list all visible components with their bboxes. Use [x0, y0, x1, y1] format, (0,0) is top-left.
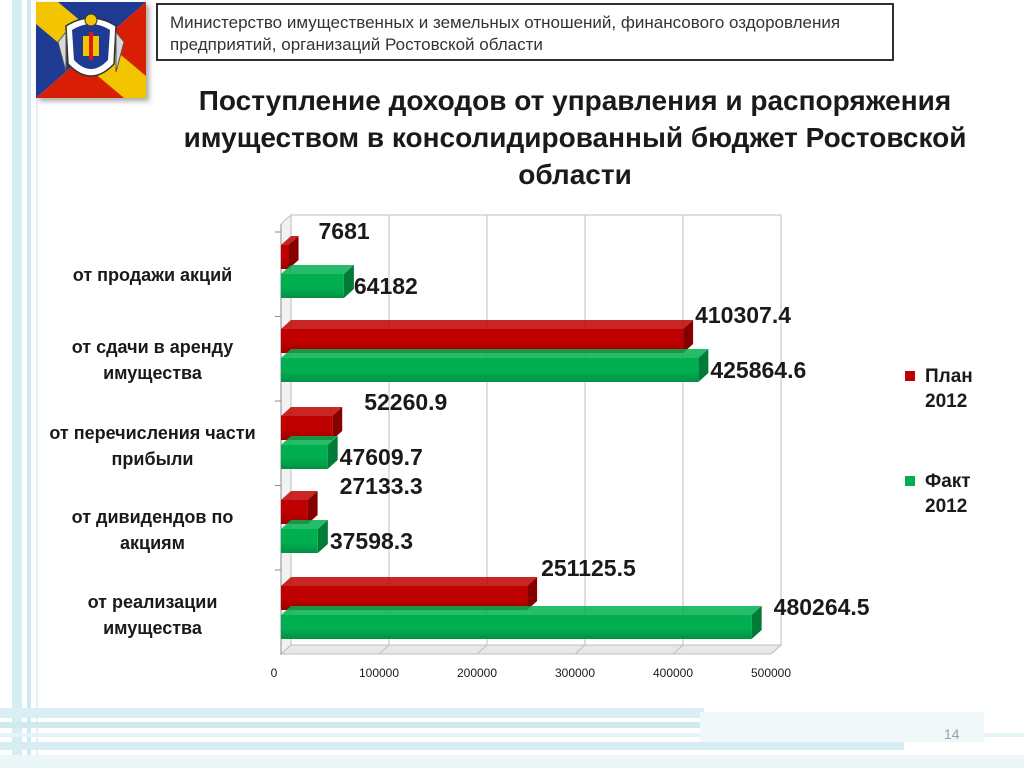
x-tick-label: 300000 [555, 666, 595, 680]
bar-plan-side [307, 491, 318, 524]
bar-fact-side [327, 436, 338, 469]
bar-fact-top [281, 436, 338, 445]
bar-fact-front [281, 529, 318, 553]
data-label-fact: 480264.5 [774, 594, 870, 620]
gridline [672, 644, 684, 655]
bar-fact-side [343, 265, 354, 298]
decorative-band [0, 755, 1024, 768]
bar-fact [281, 606, 762, 639]
gridline [378, 644, 390, 655]
region-flag-logo [36, 2, 146, 98]
legend-swatch-plan [905, 371, 915, 381]
decorative-stripe [12, 0, 22, 768]
data-label-plan: 410307.4 [695, 302, 791, 328]
data-label-plan: 52260.9 [364, 389, 447, 415]
category-label: от реализации имущества [87, 592, 218, 638]
bar-plan-top [281, 320, 694, 329]
bar-plan-top [281, 491, 318, 500]
bar-fact-top [281, 265, 354, 274]
data-label-plan: 27133.3 [340, 473, 423, 499]
bar-fact-side [317, 520, 328, 553]
bar-plan [281, 577, 538, 610]
coat-of-arms-icon [57, 13, 125, 77]
data-label-fact: 425864.6 [710, 357, 806, 383]
category-label: от дивидендов по акциям [71, 507, 234, 553]
decorative-band [700, 712, 984, 742]
data-label-fact: 47609.7 [340, 444, 423, 470]
bar-plan [281, 320, 694, 353]
x-tick-label: 500000 [751, 666, 791, 680]
bar-plan [281, 407, 343, 440]
decorative-stripe [27, 0, 31, 768]
legend-label-fact: Факт 2012 [925, 471, 971, 517]
bar-plan-top [281, 577, 538, 586]
bar-fact-side [751, 606, 762, 639]
x-tick-label: 400000 [653, 666, 693, 680]
decorative-band [0, 733, 1024, 737]
bar-plan-side [332, 407, 343, 440]
bar-fact [281, 265, 354, 298]
category-label: от сдачи в аренду имущества [71, 337, 234, 383]
bar-fact-front [281, 358, 699, 382]
bar-fact [281, 349, 709, 382]
flag-icon [36, 2, 146, 98]
bar-fact-top [281, 349, 709, 358]
decorative-band [0, 742, 904, 750]
bar-plan-top [281, 236, 299, 245]
bar-plan-side [683, 320, 694, 353]
bar-plan-side [527, 577, 538, 610]
x-tick-label: 200000 [457, 666, 497, 680]
legend-label-plan: План 2012 [925, 366, 973, 412]
category-label: от продажи акций [72, 265, 233, 285]
x-tick-label: 100000 [359, 666, 399, 680]
data-label-plan: 7681 [319, 218, 370, 244]
gridline [574, 644, 586, 655]
page-number: 14 [944, 726, 960, 742]
ministry-name: Министерство имущественных и земельных о… [170, 13, 841, 54]
chart-floor [279, 644, 783, 655]
bar-fact-front [281, 615, 752, 639]
bar-fact-top [281, 606, 762, 615]
decorative-stripe [36, 0, 38, 768]
bar-fact [281, 520, 328, 553]
ministry-header: Министерство имущественных и земельных о… [156, 3, 894, 61]
gridline [770, 644, 782, 655]
bar-fact-front [281, 274, 344, 298]
data-label-fact: 64182 [354, 273, 418, 299]
decorative-band [0, 708, 704, 718]
bar-fact [281, 436, 338, 469]
page-title: Поступление доходов от управления и расп… [183, 85, 967, 190]
bar-fact-side [698, 349, 709, 382]
bar-plan-side [288, 236, 299, 269]
bar-fact-top [281, 520, 328, 529]
data-label-fact: 37598.3 [330, 528, 413, 554]
bar-fact-front [281, 445, 328, 469]
category-label: от перечисления части прибыли [49, 423, 256, 469]
x-tick-label: 0 [271, 666, 278, 680]
legend-swatch-fact [905, 476, 915, 486]
gridline [476, 644, 488, 655]
bar-plan-front [281, 245, 289, 269]
decorative-band [0, 722, 794, 728]
bar-plan-top [281, 407, 343, 416]
bar-plan [281, 236, 299, 269]
bar-plan [281, 491, 318, 524]
data-label-plan: 251125.5 [541, 555, 636, 581]
